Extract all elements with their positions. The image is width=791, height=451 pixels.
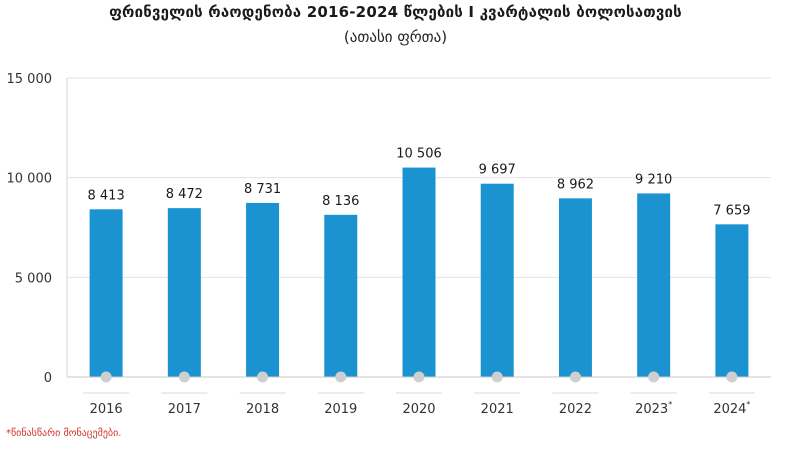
bars — [89, 167, 749, 377]
x-tick-marker — [648, 371, 660, 383]
bar-value-labels: 8 413 8 472 8 731 8 136 10 506 9 697 8 962 9 21… — [88, 147, 751, 219]
bar-value-label: 8 731 — [244, 182, 281, 197]
y-tick-label: 0 — [44, 371, 52, 386]
bar — [480, 183, 514, 377]
x-tick-marker — [491, 371, 503, 383]
x-tick-marker — [178, 371, 190, 383]
x-tick-label: 2016 — [90, 402, 123, 417]
x-tick-label: 2018 — [246, 402, 279, 417]
bar-value-label: 8 413 — [88, 188, 125, 203]
x-tick-label: 2024* — [713, 400, 750, 417]
bar — [324, 214, 358, 377]
bar — [637, 193, 671, 377]
bar — [558, 198, 592, 377]
x-tick-label: 2022 — [559, 402, 592, 417]
y-axis-tick-labels: 0 5 000 10 000 15 000 — [7, 72, 53, 386]
x-axis-tick-labels: 2016 2017 2018 2019 2020 2021 2022 2023* 2024* — [90, 400, 751, 417]
x-tick-label: 2020 — [402, 402, 435, 417]
bar — [89, 209, 123, 377]
x-tick-marker — [100, 371, 112, 383]
y-tick-label: 15 000 — [7, 72, 53, 87]
x-tick-marker — [335, 371, 347, 383]
bar-value-label: 8 472 — [166, 187, 203, 202]
bar-value-label: 8 136 — [322, 194, 359, 209]
bar — [167, 208, 201, 377]
x-tick-label: 2019 — [324, 402, 357, 417]
chart-footnote: *წინასწარი მონაცემები. — [6, 428, 122, 439]
bar-value-label: 10 506 — [396, 147, 442, 162]
bar — [246, 202, 280, 377]
x-axis — [66, 78, 771, 394]
bar-value-label: 7 659 — [713, 203, 750, 218]
bar-value-label: 9 697 — [479, 163, 516, 178]
bar-value-label: 9 210 — [635, 172, 672, 187]
x-tick-label: 2017 — [168, 402, 201, 417]
x-tick-marker — [726, 371, 738, 383]
x-tick-label: 2023* — [635, 400, 672, 417]
bar — [715, 224, 749, 377]
x-tick-marker — [257, 371, 269, 383]
bar — [402, 167, 436, 377]
y-tick-label: 5 000 — [15, 271, 52, 286]
chart-subtitle: (ათასი ფრთა) — [343, 28, 448, 46]
x-tick-label: 2021 — [481, 402, 514, 417]
x-tick-marker — [569, 371, 581, 383]
y-tick-label: 10 000 — [7, 172, 53, 187]
x-tick-marker — [413, 371, 425, 383]
bar-value-label: 8 962 — [557, 177, 594, 192]
chart-title: ფრინველის რაოდენობა 2016-2024 წლების I კ… — [109, 3, 682, 21]
